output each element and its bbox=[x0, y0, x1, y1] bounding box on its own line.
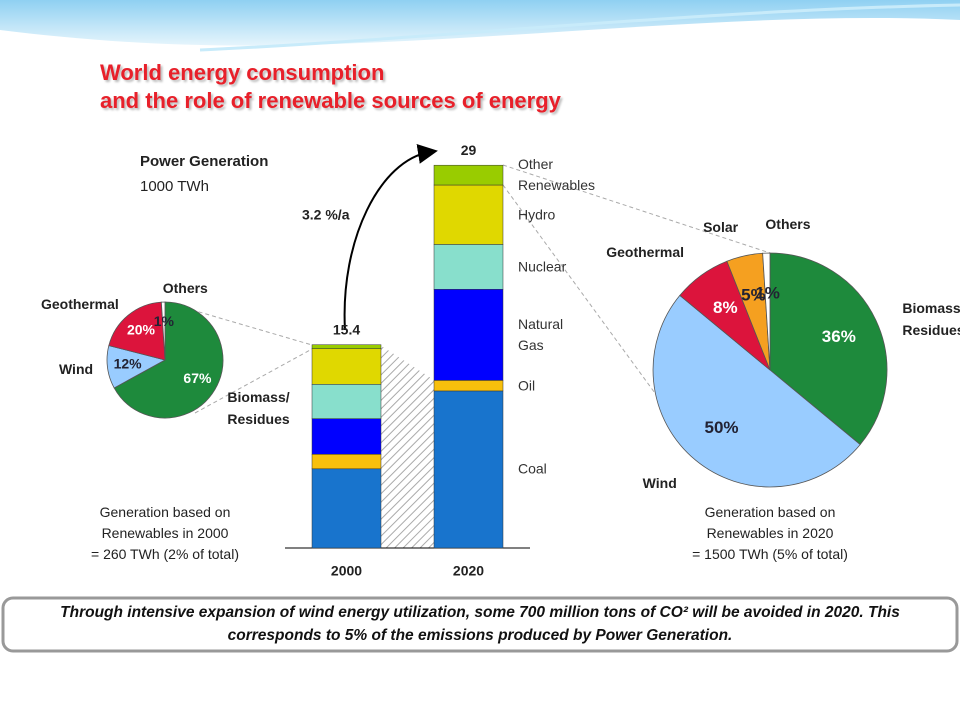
category-label: Others bbox=[765, 215, 811, 232]
bar-segment bbox=[433, 244, 504, 290]
bar-segment bbox=[311, 454, 382, 470]
category-label: Biomass/ Residues bbox=[902, 299, 960, 338]
value-label: 36% bbox=[822, 327, 856, 346]
bar-segment bbox=[433, 164, 504, 186]
pie-slice bbox=[160, 301, 166, 361]
caption: = 1500 TWh (5% of total) bbox=[692, 546, 848, 562]
connector bbox=[502, 184, 661, 401]
slide-title: and the role of renewable sources of ene… bbox=[100, 88, 561, 113]
category-label: Others bbox=[162, 279, 208, 296]
value-label: 50% bbox=[705, 418, 739, 437]
bar-segment bbox=[311, 468, 382, 549]
bar-segment bbox=[433, 289, 504, 381]
chart-title: Power Generation bbox=[140, 153, 268, 170]
pie-slice bbox=[652, 294, 861, 488]
total-label: 29 bbox=[461, 142, 477, 158]
pie-slice bbox=[769, 252, 888, 446]
pie-slice bbox=[113, 301, 224, 419]
caption: = 260 TWh (2% of total) bbox=[91, 546, 239, 562]
value-label: 12% bbox=[114, 355, 143, 371]
connector bbox=[194, 348, 313, 414]
category-label: Solar bbox=[703, 219, 739, 236]
connector bbox=[502, 164, 771, 254]
legend-label: Hydro bbox=[518, 206, 556, 223]
x-tick-label: 2020 bbox=[453, 563, 484, 579]
x-tick-label: 2000 bbox=[331, 563, 362, 579]
legend-label: Oil bbox=[518, 377, 536, 394]
bar-segment bbox=[311, 418, 382, 455]
bar-segment bbox=[433, 380, 504, 392]
slide-title: World energy consumption bbox=[100, 60, 385, 85]
category-label: Wind bbox=[58, 361, 94, 378]
category-label: Geothermal bbox=[606, 243, 685, 260]
legend-label: Natural Gas bbox=[518, 315, 564, 353]
total-label: 15.4 bbox=[333, 321, 360, 337]
footer-text: Through intensive expansion of wind ener… bbox=[60, 604, 900, 644]
growth-arrow bbox=[343, 144, 438, 331]
category-label: Wind bbox=[642, 474, 677, 491]
bar-segment bbox=[311, 344, 382, 349]
connector bbox=[164, 301, 313, 346]
pie-slice bbox=[108, 301, 166, 361]
legend-label: Other Renewables bbox=[518, 156, 596, 194]
value-label: 1% bbox=[154, 313, 175, 329]
chart-subtitle: 1000 TWh bbox=[140, 178, 209, 195]
value-label: 5% bbox=[741, 285, 766, 304]
category-label: Geothermal bbox=[40, 296, 119, 313]
header-swoosh bbox=[199, 3, 960, 52]
legend-label: Coal bbox=[518, 460, 547, 477]
caption: Renewables in 2020 bbox=[706, 525, 834, 541]
bar-segment bbox=[433, 390, 504, 549]
caption: Generation based on bbox=[99, 504, 231, 520]
caption: Renewables in 2000 bbox=[101, 525, 229, 541]
value-label: 1% bbox=[755, 283, 780, 302]
bar-segment bbox=[311, 348, 382, 385]
growth-annotation: 3.2 %/a bbox=[302, 207, 350, 223]
header-wave bbox=[0, 0, 960, 46]
bar-segment bbox=[311, 384, 382, 419]
value-label: 8% bbox=[713, 298, 738, 317]
value-label: 67% bbox=[183, 370, 212, 386]
value-label: 20% bbox=[127, 322, 156, 338]
pie-slice bbox=[762, 252, 771, 371]
legend-label: Nuclear bbox=[518, 258, 567, 275]
category-label: Biomass/ Residues bbox=[227, 388, 290, 427]
bar-segment bbox=[433, 184, 504, 245]
growth-hatch bbox=[380, 345, 434, 548]
footer-box bbox=[1, 596, 959, 653]
caption: Generation based on bbox=[704, 504, 836, 520]
